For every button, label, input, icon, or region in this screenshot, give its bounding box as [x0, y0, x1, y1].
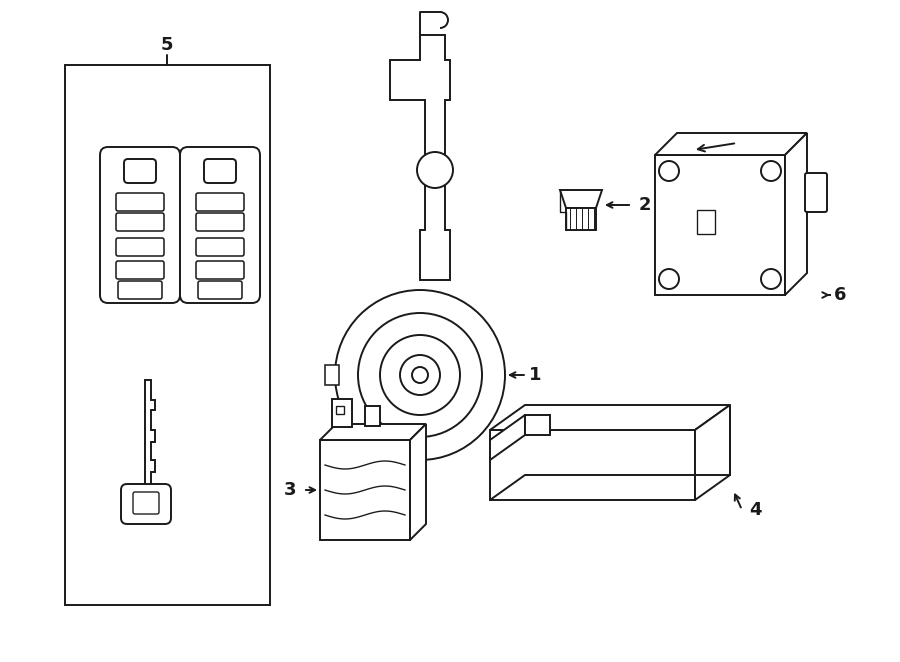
- Circle shape: [400, 355, 440, 395]
- Bar: [490, 430, 695, 500]
- FancyBboxPatch shape: [196, 193, 244, 211]
- Circle shape: [380, 335, 460, 415]
- Text: 5: 5: [161, 36, 173, 54]
- Polygon shape: [410, 424, 426, 540]
- FancyBboxPatch shape: [121, 484, 171, 524]
- FancyBboxPatch shape: [805, 173, 827, 212]
- Polygon shape: [695, 405, 730, 500]
- Circle shape: [659, 161, 679, 181]
- Circle shape: [412, 367, 428, 383]
- FancyBboxPatch shape: [118, 281, 162, 299]
- Text: 1: 1: [529, 366, 541, 384]
- Text: 6: 6: [833, 286, 846, 304]
- Text: 2: 2: [639, 196, 652, 214]
- Polygon shape: [490, 415, 525, 460]
- Polygon shape: [320, 424, 426, 440]
- Circle shape: [358, 313, 482, 437]
- Bar: [336, 406, 344, 414]
- FancyBboxPatch shape: [116, 261, 164, 279]
- FancyBboxPatch shape: [196, 213, 244, 231]
- Polygon shape: [390, 35, 450, 280]
- FancyBboxPatch shape: [204, 159, 236, 183]
- Bar: [365, 406, 380, 426]
- Circle shape: [761, 269, 781, 289]
- FancyBboxPatch shape: [180, 147, 260, 303]
- Bar: [697, 210, 715, 234]
- FancyBboxPatch shape: [196, 238, 244, 256]
- Polygon shape: [145, 380, 155, 490]
- Text: 4: 4: [749, 501, 761, 519]
- FancyBboxPatch shape: [116, 193, 164, 211]
- FancyBboxPatch shape: [100, 147, 180, 303]
- Circle shape: [761, 161, 781, 181]
- Polygon shape: [560, 190, 602, 208]
- Polygon shape: [785, 133, 807, 295]
- Bar: [325, 365, 339, 385]
- FancyBboxPatch shape: [124, 159, 156, 183]
- FancyBboxPatch shape: [196, 261, 244, 279]
- Polygon shape: [566, 208, 596, 230]
- Bar: [320, 440, 410, 540]
- FancyBboxPatch shape: [133, 492, 159, 514]
- Text: 3: 3: [284, 481, 296, 499]
- FancyBboxPatch shape: [116, 238, 164, 256]
- Polygon shape: [655, 133, 807, 155]
- Bar: [332, 399, 352, 427]
- Polygon shape: [490, 405, 730, 430]
- Polygon shape: [525, 415, 550, 435]
- Circle shape: [659, 269, 679, 289]
- FancyBboxPatch shape: [116, 213, 164, 231]
- Bar: [65, 65, 270, 605]
- Bar: [655, 155, 785, 295]
- Circle shape: [417, 152, 453, 188]
- FancyBboxPatch shape: [198, 281, 242, 299]
- Circle shape: [335, 290, 505, 460]
